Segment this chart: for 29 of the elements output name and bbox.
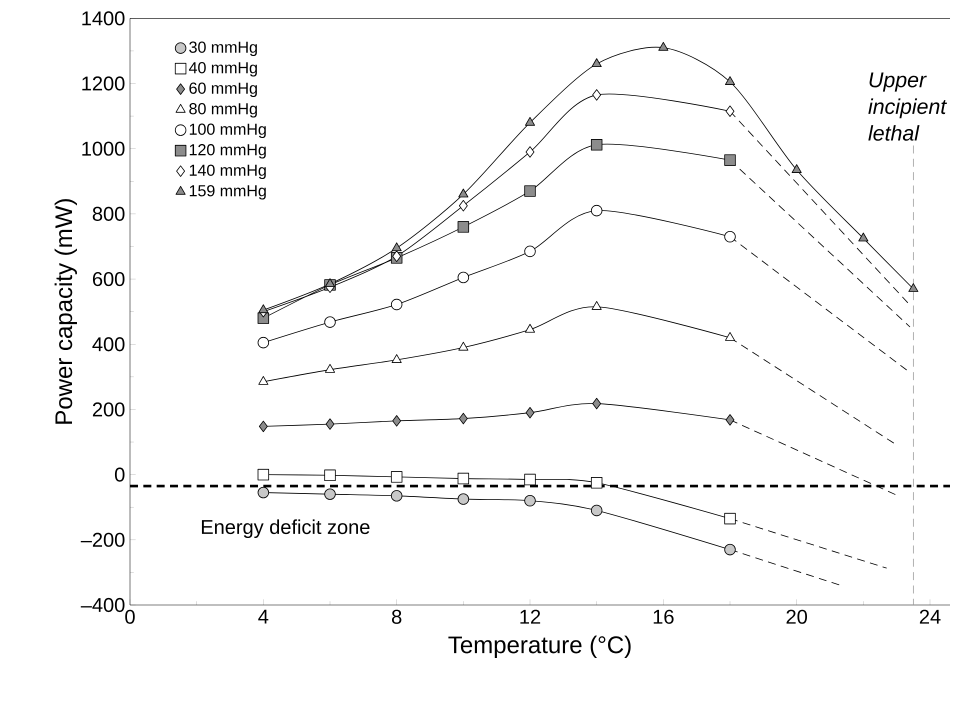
y-tick-label: –200	[80, 532, 124, 547]
x-tick-label: 20	[786, 610, 808, 624]
x-tick-label: 0	[125, 610, 135, 624]
y-tick-label: 600	[92, 272, 124, 286]
y-axis-title: Power capacity (mW)	[54, 199, 77, 424]
y-tick-label: 200	[92, 402, 124, 417]
legend-label: 100 mmHg	[190, 124, 266, 138]
legend-label: 120 mmHg	[190, 144, 266, 159]
legend-label: 40 mmHg	[188, 62, 257, 77]
y-tick-label: 0	[114, 468, 124, 482]
x-axis-title: Temperature (°C)	[448, 636, 631, 658]
y-tick-label: 1000	[82, 142, 124, 156]
legend-label: 60 mmHg	[189, 82, 257, 98]
y-tick-label: 1200	[82, 76, 124, 91]
legend-label: 80 mmHg	[189, 103, 257, 118]
x-tick-label: 24	[920, 610, 941, 624]
x-tick-label: 12	[520, 610, 540, 624]
x-tick-label: 4	[258, 610, 268, 624]
y-tick-label: –400	[80, 598, 124, 612]
legend-label: 30 mmHg	[189, 42, 257, 56]
y-tick-label: 400	[92, 337, 124, 352]
y-tick-label: 1400	[82, 11, 124, 26]
legend-label: 159 mmHg	[190, 185, 266, 200]
ref-line-label: Upper incipient lethal	[868, 72, 947, 141]
x-tick-label: 8	[392, 610, 402, 624]
legend-label: 140 mmHg	[190, 164, 266, 180]
y-tick-label: 800	[92, 206, 124, 221]
annotation: Energy deficit zone	[202, 519, 370, 538]
x-tick-label: 16	[654, 610, 674, 624]
